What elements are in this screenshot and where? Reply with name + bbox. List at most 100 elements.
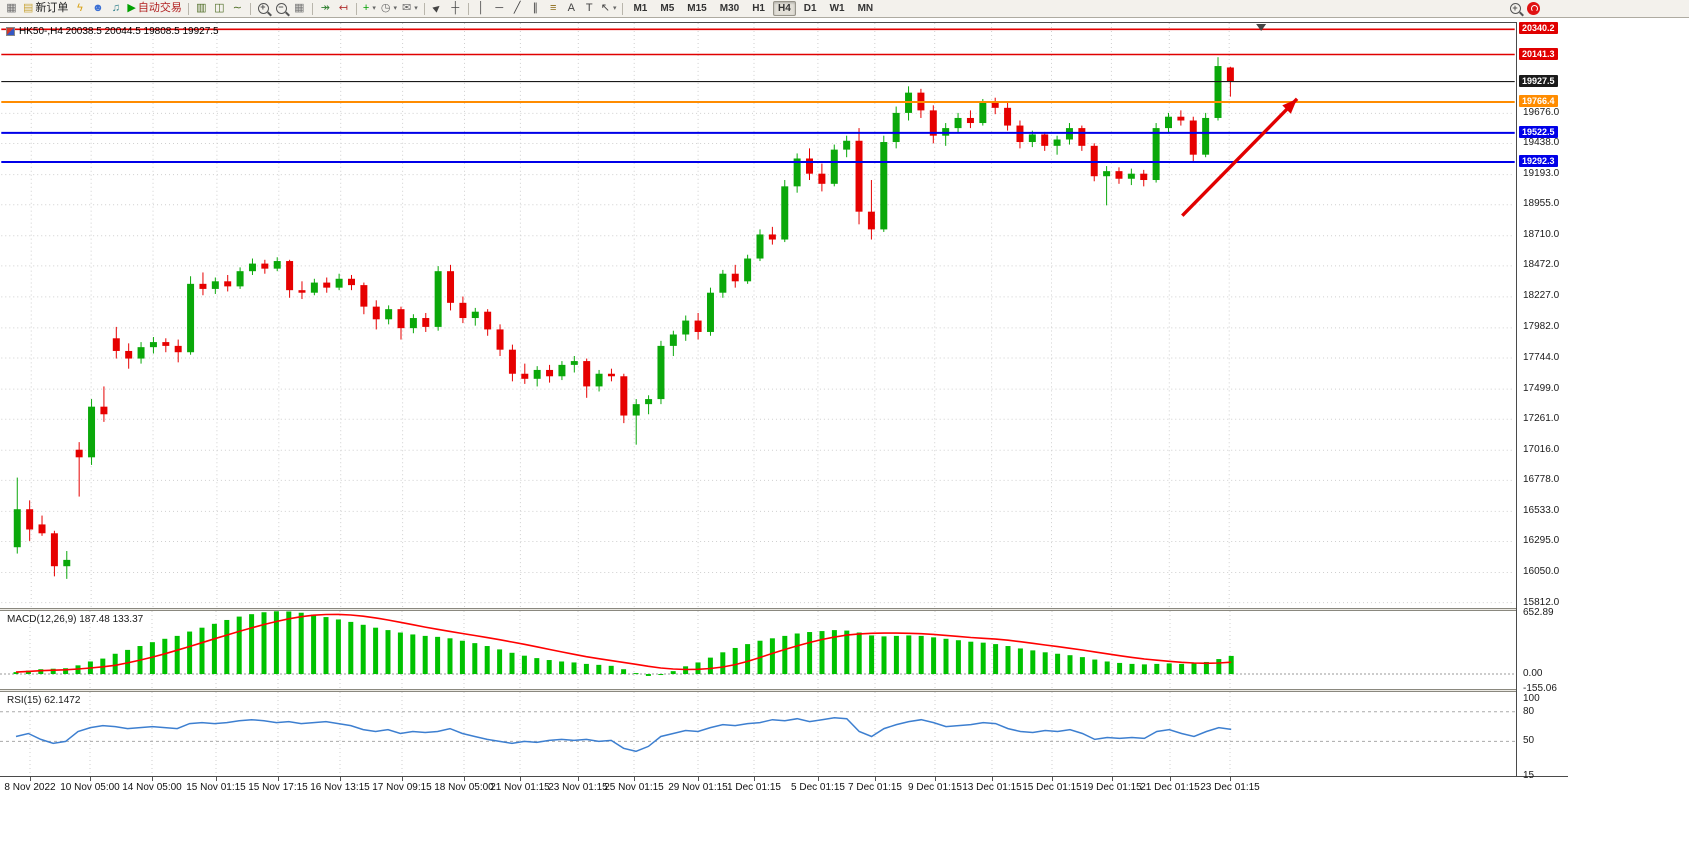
line-chart-icon[interactable]: ∼ [232, 2, 242, 14]
time-axis[interactable]: 8 Nov 2022 10 Nov 05:00 14 Nov 05:00 15 Nov… [0, 776, 1568, 796]
main-chart-canvas[interactable] [0, 22, 1516, 608]
macd-histogram-bar [1191, 663, 1197, 675]
macd-histogram-bar [658, 674, 664, 676]
macd-histogram-bar [149, 642, 155, 675]
sounds-icon[interactable]: ♫ [111, 2, 121, 14]
vertical-line-icon[interactable]: │ [477, 2, 485, 14]
price-axis-label: 16295.0 [1523, 535, 1560, 547]
timeframe-m15[interactable]: M15 [687, 3, 707, 14]
text-icon[interactable]: A [567, 2, 575, 14]
alerts-icon[interactable]: ϟ [76, 2, 83, 14]
macd-histogram-bar [286, 611, 292, 675]
candle [1041, 131, 1049, 151]
candle [806, 148, 814, 181]
macd-histogram-bar [881, 636, 887, 675]
time-tick [992, 777, 993, 781]
autotrade-button[interactable]: ▶ 自动交易 [127, 2, 182, 14]
macd-histogram-bar [1055, 653, 1061, 675]
time-tick [30, 777, 31, 781]
channel-icon[interactable]: ∥ [532, 2, 538, 14]
macd-histogram-bar [906, 635, 912, 675]
periods-icon[interactable]: ◷ ▾ [380, 2, 397, 14]
timeframe-m5[interactable]: M5 [660, 3, 675, 14]
macd-histogram-bar [1005, 646, 1011, 675]
label-icon[interactable]: T [585, 2, 593, 14]
zoom-in-icon[interactable]: + [255, 1, 272, 17]
candle [620, 373, 628, 424]
bar-chart-icon[interactable]: ▥ [196, 2, 207, 14]
macd-histogram-bar [1203, 661, 1209, 675]
price-axis[interactable]: 19676.0 19438.0 19193.0 18955.0 18710.0 18472… [1516, 22, 1578, 781]
macd-histogram-bar [459, 640, 465, 675]
toolbar-separator [249, 2, 251, 15]
horizontal-line-icon[interactable]: ─ [495, 2, 504, 14]
candle [335, 273, 343, 291]
macd-histogram-bar [856, 632, 862, 675]
macd-histogram-bar [1117, 662, 1123, 675]
fibonacci-icon[interactable]: ≡ [550, 2, 557, 14]
trendline-icon[interactable]: ╱ [513, 2, 521, 14]
timeframe-d1[interactable]: D1 [803, 3, 817, 14]
add-indicator-icon[interactable]: + ▾ [362, 2, 376, 14]
chart-shift-marker[interactable] [1256, 23, 1267, 31]
macd-histogram-bar [1179, 663, 1185, 675]
candle [719, 269, 727, 298]
auto-scroll-icon[interactable]: ↠ [320, 2, 330, 14]
candle [409, 314, 417, 334]
macd-indicator-canvas[interactable] [0, 611, 1516, 689]
candle [682, 315, 690, 341]
macd-histogram-bar [1228, 655, 1234, 675]
macd-histogram-bar [819, 631, 825, 675]
candle [162, 338, 170, 353]
time-tick [340, 777, 341, 781]
candlestick-chart-icon[interactable]: ◫ [214, 2, 225, 14]
panel-splitter[interactable] [0, 689, 1568, 692]
candle [756, 229, 764, 262]
macd-histogram-bar [385, 630, 391, 675]
search-icon[interactable]: + [1510, 3, 1521, 14]
arrows-icon[interactable]: ↖ ▾ [600, 2, 617, 14]
macd-histogram-bar [25, 670, 31, 675]
candle [50, 530, 58, 577]
macd-histogram-bar [769, 638, 775, 675]
timeframe-h1[interactable]: H1 [752, 3, 765, 14]
notification-icon[interactable] [1527, 2, 1540, 15]
candle [100, 386, 108, 422]
panel-splitter[interactable] [0, 608, 1568, 611]
candle [236, 267, 244, 289]
rsi-indicator-canvas[interactable] [0, 692, 1516, 776]
macd-histogram-bar [224, 619, 230, 675]
trend-arrow[interactable] [1181, 97, 1299, 217]
candle [261, 259, 269, 274]
timeframe-m1[interactable]: M1 [633, 3, 648, 14]
macd-histogram-bar [844, 630, 850, 675]
cursor-icon[interactable]: ► [428, 0, 445, 17]
candle [645, 395, 653, 415]
time-axis-label: 17 Nov 09:15 [372, 782, 432, 793]
timeframe-m30[interactable]: M30 [719, 3, 740, 14]
chart-shift-icon[interactable]: ↤ [338, 2, 348, 14]
new-order-button[interactable]: ▤ 新订单 [23, 2, 69, 14]
crosshair-icon[interactable]: ┼ [451, 2, 460, 14]
time-axis-label: 23 Nov 01:15 [548, 782, 608, 793]
timeframe-mn[interactable]: MN [857, 3, 874, 14]
macd-histogram-bar [621, 669, 627, 675]
timeframe-w1[interactable]: W1 [829, 3, 845, 14]
macd-histogram-bar [397, 632, 403, 675]
main-toolbar: ▦ ▤ 新订单 ϟ ☻ ♫ ▶ 自动交易 ▥ ◫ ∼ + − ▦ ↠ ↤ + ▾ ◷ ▾ ✉ ▾ ► ┼ │ ─ ╱ ∥ ≡ A T ↖ ▾ M1… [0, 0, 1689, 18]
contacts-icon[interactable]: ☻ [92, 2, 104, 14]
candle [855, 128, 863, 225]
macd-histogram-bar [187, 631, 193, 675]
zoom-out-icon[interactable]: − [273, 1, 290, 17]
templates-icon[interactable]: ✉ ▾ [402, 2, 418, 14]
tile-windows-icon[interactable]: ▦ [294, 2, 305, 14]
timeframe-h4[interactable]: H4 [772, 1, 796, 16]
candle [149, 337, 157, 354]
time-tick [1230, 777, 1231, 781]
new-chart-icon[interactable]: ▦ [6, 2, 17, 14]
price-axis-label: 17744.0 [1523, 351, 1560, 363]
rsi-axis-label: 50 [1523, 735, 1535, 747]
candle [546, 364, 554, 383]
candle [979, 98, 987, 126]
candle [434, 266, 442, 331]
